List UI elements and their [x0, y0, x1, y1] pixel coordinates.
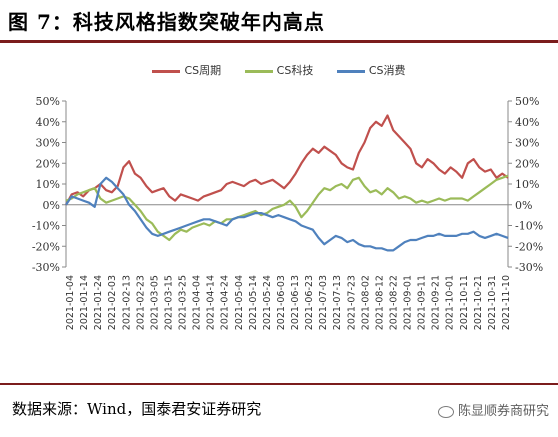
x-tick-label: 2021-09-01 [403, 275, 414, 330]
legend-item-consumer: CS消费 [336, 62, 406, 78]
watermark-text: 陈显顺券商研究 [458, 404, 550, 419]
x-tick-label: 2021-07-03 [318, 275, 329, 330]
legend-swatch-tech [244, 69, 273, 73]
x-tick-label: 2021-08-02 [360, 275, 371, 330]
top-rule [0, 40, 558, 43]
x-tick-label: 2021-06-03 [276, 275, 287, 330]
y-tick-label-right: 10% [515, 178, 539, 191]
x-tick-label: 2021-02-23 [135, 275, 146, 330]
x-tick-label: 2021-08-22 [388, 275, 399, 330]
x-tick-label: 2021-10-01 [445, 275, 456, 330]
watermark: 陈显顺券商研究 [438, 400, 549, 419]
chart-legend: CS周期 CS科技 CS消费 [0, 62, 558, 78]
series-line-1 [65, 174, 509, 242]
x-tick-label: 2021-03-05 [149, 275, 160, 330]
x-tick-label: 2021-02-03 [107, 275, 118, 330]
source-note: 数据来源：Wind，国泰君安证券研究 [12, 400, 262, 418]
x-tick-label: 2021-06-23 [304, 275, 315, 330]
y-tick-label-right: -10% [515, 220, 543, 233]
y-tick-label-right: 30% [515, 137, 539, 150]
y-tick-label-right: 20% [515, 157, 539, 170]
x-tick-label: 2021-05-04 [234, 275, 245, 330]
y-tick-label-right: -20% [515, 240, 543, 253]
x-tick-label: 2021-05-14 [248, 275, 259, 330]
x-tick-label: 2021-04-14 [206, 275, 217, 330]
legend-label-tech: CS科技 [276, 64, 314, 77]
x-tick-label: 2021-10-31 [487, 275, 498, 330]
legend-item-tech: CS科技 [244, 62, 314, 78]
figure-title: 图 7：科技风格指数突破年内高点 [8, 10, 325, 34]
x-tick-label: 2021-11-10 [501, 275, 512, 330]
y-tick-label-left: 20% [36, 157, 60, 170]
series-line-0 [65, 114, 509, 206]
y-tick-label-left: 50% [36, 95, 60, 108]
x-tick-label: 2021-06-13 [290, 275, 301, 330]
y-tick-label-left: 30% [36, 137, 60, 150]
x-tick-label: 2021-02-13 [121, 275, 132, 330]
legend-label-cyclical: CS周期 [184, 64, 222, 77]
x-tick-label: 2021-04-24 [220, 275, 231, 330]
legend-swatch-cyclical [152, 69, 181, 73]
series-line-2 [65, 176, 509, 252]
y-tick-label-left: -30% [32, 261, 60, 274]
legend-label-consumer: CS消费 [368, 64, 406, 77]
x-tick-label: 2021-09-21 [431, 275, 442, 330]
y-tick-label-right: 0% [515, 199, 532, 212]
legend-item-cyclical: CS周期 [152, 62, 221, 78]
y-tick-label-left: 10% [36, 178, 60, 191]
x-tick-label: 2021-08-12 [374, 275, 385, 330]
x-tick-label: 2021-05-24 [262, 275, 273, 330]
x-tick-label: 2021-04-04 [192, 275, 203, 330]
x-tick-label: 2021-10-21 [473, 275, 484, 330]
x-tick-label: 2021-01-04 [65, 275, 76, 330]
y-tick-label-right: 40% [515, 116, 539, 129]
wechat-icon [438, 405, 454, 418]
x-tick-label: 2021-10-11 [459, 275, 470, 330]
legend-swatch-consumer [336, 69, 365, 73]
line-chart: 50% 50% 40% 40% 30% 30% 20% 20% 10% 10% 0% 0% -10% -1… [32, 95, 543, 330]
x-tick-label: 2021-07-23 [346, 275, 357, 330]
y-tick-label-left: 40% [36, 116, 60, 129]
bottom-rule [0, 383, 558, 385]
y-tick-label-right: -30% [515, 261, 543, 274]
x-tick-label: 2021-03-15 [163, 275, 174, 330]
x-tick-label: 2021-01-24 [93, 275, 104, 330]
x-tick-label: 2021-03-25 [178, 275, 189, 330]
y-tick-label-left: -20% [32, 240, 60, 253]
x-tick-label: 2021-01-14 [79, 275, 90, 330]
x-tick-label: 2021-07-13 [332, 275, 343, 330]
y-tick-label-left: 0% [43, 199, 60, 212]
y-tick-label-right: 50% [515, 95, 539, 108]
y-tick-label-left: -10% [32, 220, 60, 233]
x-tick-label: 2021-09-11 [417, 275, 428, 330]
